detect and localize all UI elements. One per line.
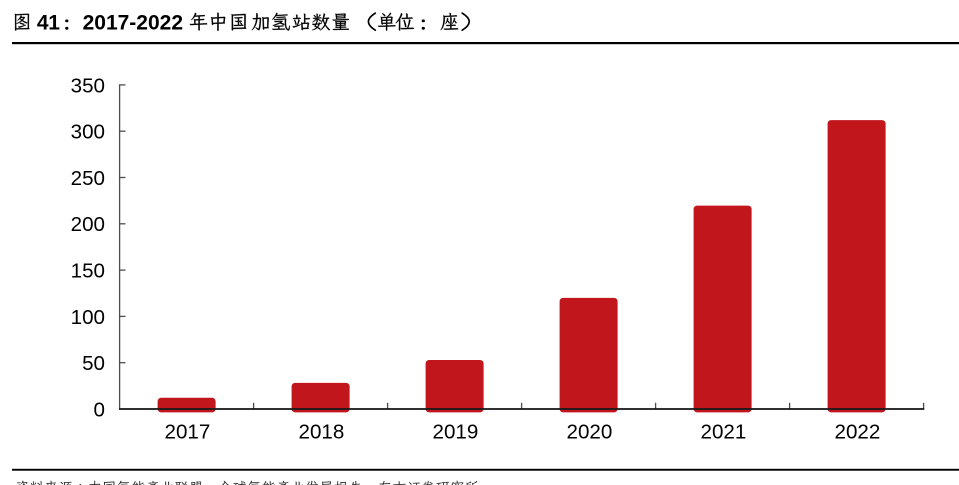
svg-text:2021: 2021 <box>700 421 746 444</box>
svg-text:250: 250 <box>71 167 105 190</box>
svg-text:41: 41 <box>37 12 60 35</box>
svg-text:150: 150 <box>71 260 105 283</box>
svg-text:50: 50 <box>82 352 105 375</box>
svg-text:2019: 2019 <box>432 421 478 444</box>
svg-text:200: 200 <box>71 213 105 236</box>
svg-text:2020: 2020 <box>566 421 612 444</box>
svg-text:2017: 2017 <box>164 421 210 444</box>
svg-text:300: 300 <box>71 121 105 144</box>
svg-text:2017-2022: 2017-2022 <box>83 12 183 35</box>
svg-text:100: 100 <box>71 306 105 329</box>
svg-text:350: 350 <box>71 74 105 97</box>
svg-text:2022: 2022 <box>834 421 880 444</box>
svg-text:2018: 2018 <box>298 421 344 444</box>
svg-text:0: 0 <box>94 398 105 421</box>
